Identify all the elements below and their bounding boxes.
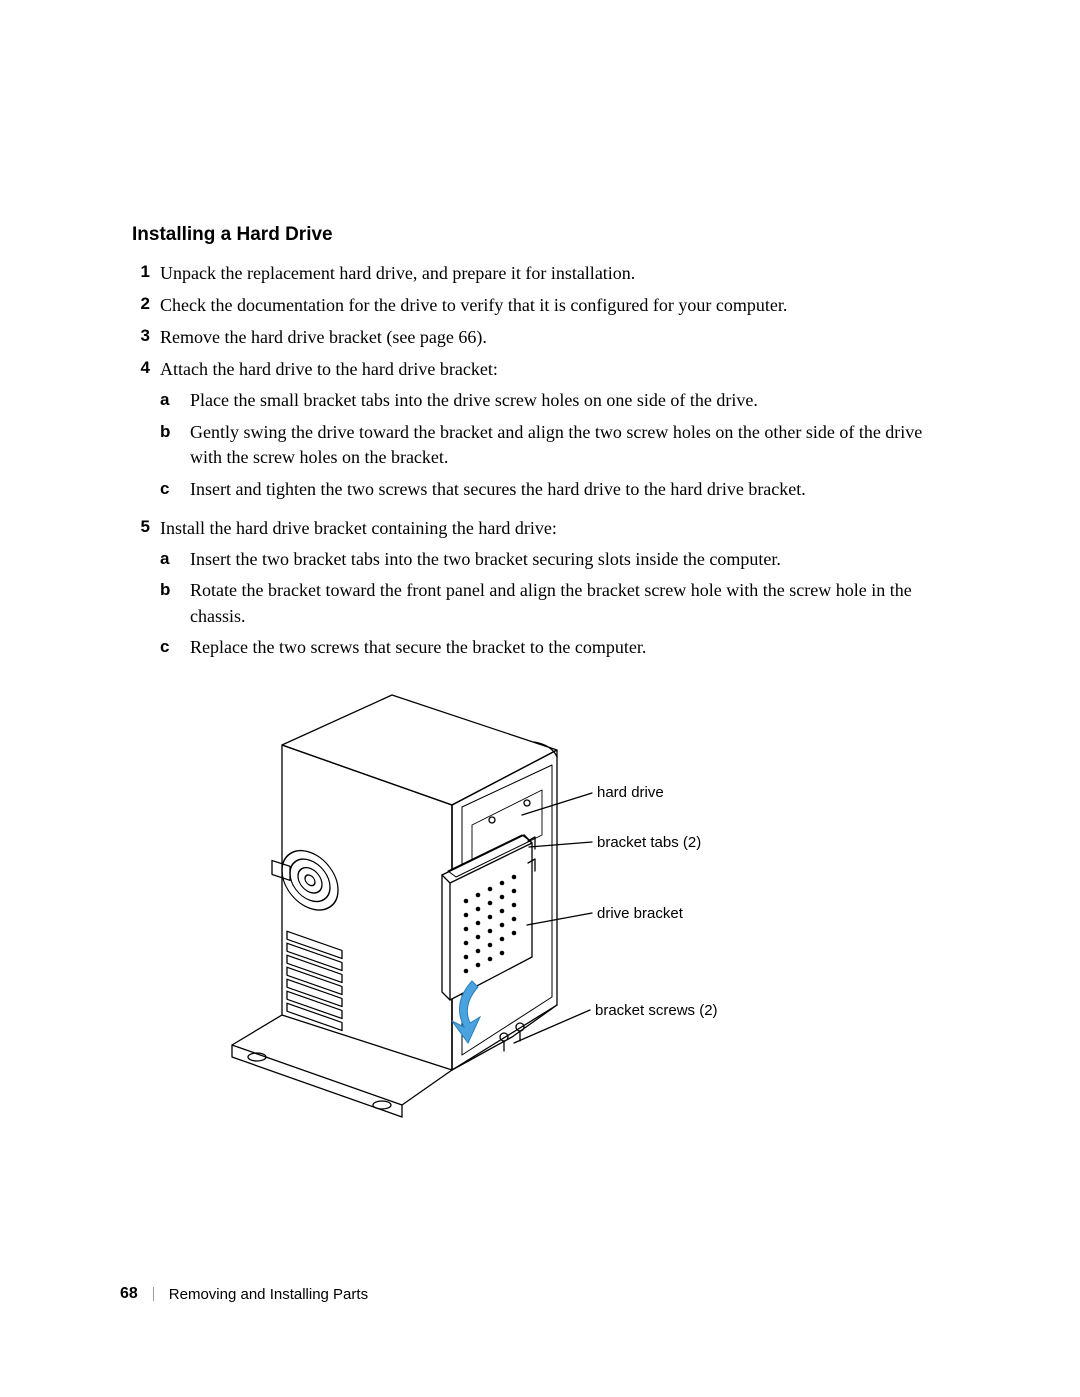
callout-hard-drive: hard drive [597,784,664,801]
diagram-svg [132,685,952,1125]
instruction-list: 1 Unpack the replacement hard drive, and… [132,260,950,667]
step-number: 2 [132,292,160,317]
footer-separator [153,1287,154,1301]
figure: hard drive bracket tabs (2) drive bracke… [132,685,952,1125]
callout-bracket-tabs: bracket tabs (2) [597,834,701,851]
step-3: 3 Remove the hard drive bracket (see pag… [132,324,950,350]
step-number: 3 [132,324,160,349]
step-text-inner: Attach the hard drive to the hard drive … [160,359,498,379]
substep-5a: a Insert the two bracket tabs into the t… [160,547,950,573]
step-text: Attach the hard drive to the hard drive … [160,356,950,508]
substep-text: Rotate the bracket toward the front pane… [190,578,950,629]
callout-drive-bracket: drive bracket [597,905,683,922]
step-2: 2 Check the documentation for the drive … [132,292,950,318]
step-text: Install the hard drive bracket containin… [160,515,950,667]
substep-text: Insert and tighten the two screws that s… [190,477,950,503]
substep-text: Replace the two screws that secure the b… [190,635,950,661]
step-number: 5 [132,515,160,540]
step-text: Remove the hard drive bracket (see page … [160,324,950,350]
step-1: 1 Unpack the replacement hard drive, and… [132,260,950,286]
step-text: Check the documentation for the drive to… [160,292,950,318]
step-number: 1 [132,260,160,285]
step-4: 4 Attach the hard drive to the hard driv… [132,356,950,508]
substep-5c: c Replace the two screws that secure the… [160,635,950,661]
substep-letter: c [160,477,190,502]
document-page: Installing a Hard Drive 1 Unpack the rep… [0,0,1080,1397]
step-number: 4 [132,356,160,381]
substep-text: Place the small bracket tabs into the dr… [190,388,950,414]
substep-list: a Place the small bracket tabs into the … [160,388,950,502]
substep-letter: a [160,388,190,413]
substep-text: Gently swing the drive toward the bracke… [190,420,950,471]
substep-letter: c [160,635,190,660]
substep-letter: b [160,578,190,603]
page-footer: 68 Removing and Installing Parts [120,1285,368,1303]
step-text-inner: Install the hard drive bracket containin… [160,518,557,538]
substep-4c: c Insert and tighten the two screws that… [160,477,950,503]
step-text: Unpack the replacement hard drive, and p… [160,260,950,286]
substep-list: a Insert the two bracket tabs into the t… [160,547,950,661]
section-heading: Installing a Hard Drive [132,224,950,246]
substep-4a: a Place the small bracket tabs into the … [160,388,950,414]
substep-letter: a [160,547,190,572]
footer-section: Removing and Installing Parts [169,1286,368,1303]
page-number: 68 [120,1285,138,1303]
substep-4b: b Gently swing the drive toward the brac… [160,420,950,471]
substep-text: Insert the two bracket tabs into the two… [190,547,950,573]
callout-bracket-screws: bracket screws (2) [595,1002,718,1019]
substep-letter: b [160,420,190,445]
step-5: 5 Install the hard drive bracket contain… [132,515,950,667]
substep-5b: b Rotate the bracket toward the front pa… [160,578,950,629]
